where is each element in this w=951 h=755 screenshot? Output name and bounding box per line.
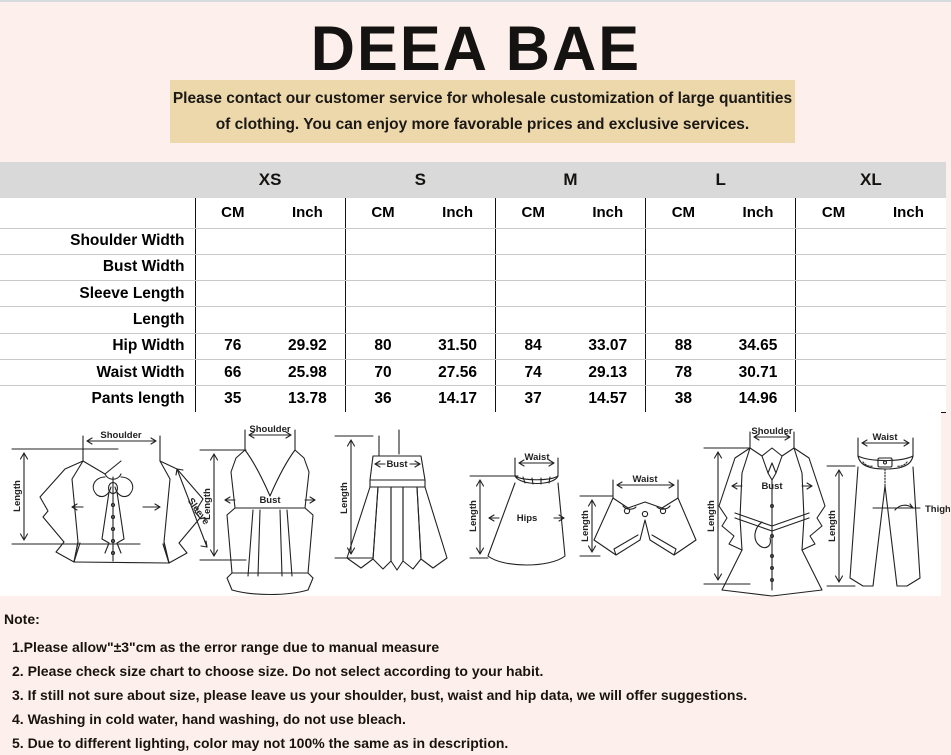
svg-text:Length: Length (580, 510, 591, 542)
svg-text:Waist: Waist (633, 474, 659, 485)
svg-text:Waist: Waist (873, 432, 899, 443)
svg-text:Thigh: Thigh (925, 504, 950, 515)
svg-text:Length: Length (827, 510, 838, 542)
svg-text:Shoulder: Shoulder (249, 424, 290, 435)
svg-text:Hips: Hips (517, 513, 538, 524)
svg-text:Shoulder: Shoulder (100, 430, 141, 441)
svg-text:Bust: Bust (386, 459, 408, 470)
svg-text:Shoulder: Shoulder (751, 426, 792, 437)
svg-text:Waist: Waist (525, 452, 551, 463)
svg-text:Length: Length (706, 500, 717, 532)
svg-text:Length: Length (202, 488, 213, 520)
svg-text:Length: Length (12, 480, 23, 512)
svg-text:Length: Length (339, 482, 350, 514)
svg-text:Bust: Bust (259, 495, 281, 506)
svg-text:Length: Length (468, 500, 479, 532)
